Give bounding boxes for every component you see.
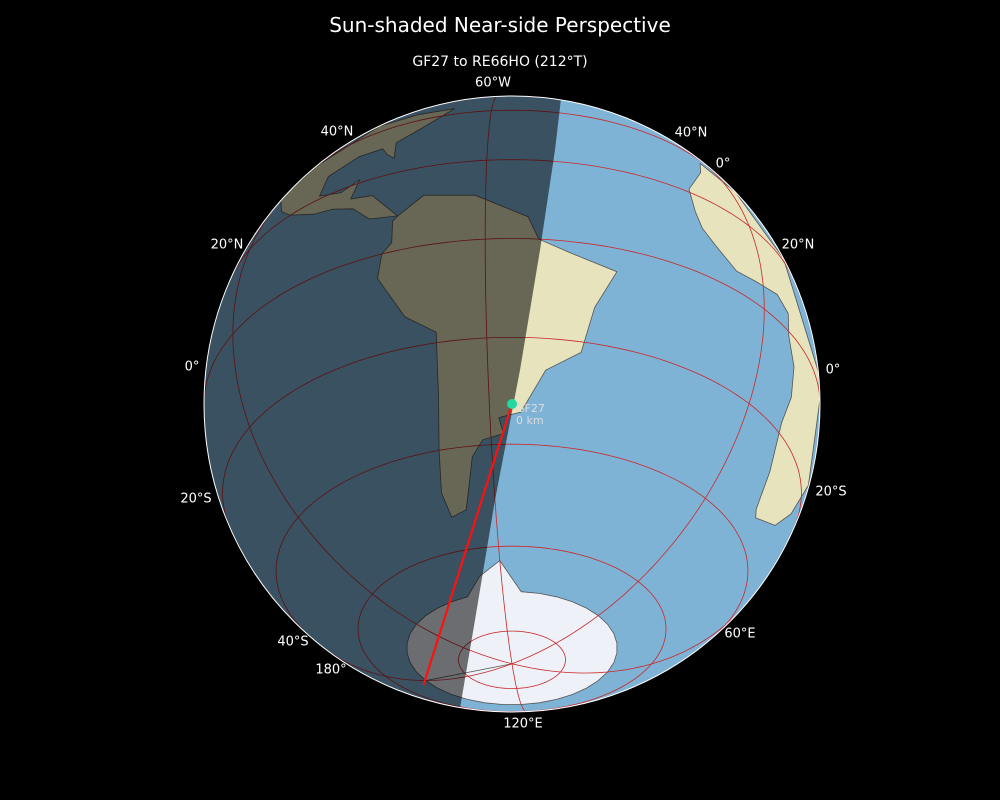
label-lat-40n-right: 40°N	[674, 125, 708, 141]
night-shading	[204, 96, 562, 712]
label-lon-0: 0°	[715, 156, 731, 172]
globe-outline	[203, 95, 821, 713]
label-lat-0-right: 0°	[825, 362, 841, 378]
label-lon-120e: 120°E	[503, 716, 543, 732]
label-lat-40n-left: 40°N	[320, 124, 354, 140]
label-lat-20n-right: 20°N	[781, 237, 815, 253]
great-circle-path	[422, 403, 514, 686]
station-label: GF27 0 km	[516, 403, 545, 427]
station-marker-gf27[interactable]	[507, 399, 517, 409]
label-lat-20n-left: 20°N	[210, 237, 244, 253]
station-distance: 0 km	[516, 414, 544, 427]
label-lon-60e: 60°E	[724, 626, 756, 642]
map-subtitle: GF27 to RE66HO (212°T)	[412, 54, 588, 70]
label-lat-40s: 40°S	[277, 634, 309, 650]
label-lat-0-left: 0°	[184, 359, 200, 375]
meridian-120	[511, 663, 527, 712]
label-lat-20s-left: 20°S	[180, 491, 212, 507]
map-title: Sun-shaded Near-side Perspective	[329, 13, 671, 37]
label-lon-60w: 60°W	[475, 75, 511, 91]
meridian-60	[511, 606, 744, 674]
label-lat-20s-right: 20°S	[815, 484, 847, 500]
meridian-0	[511, 164, 765, 665]
station-name: GF27	[516, 402, 545, 415]
label-lon-180: 180°	[315, 662, 347, 678]
